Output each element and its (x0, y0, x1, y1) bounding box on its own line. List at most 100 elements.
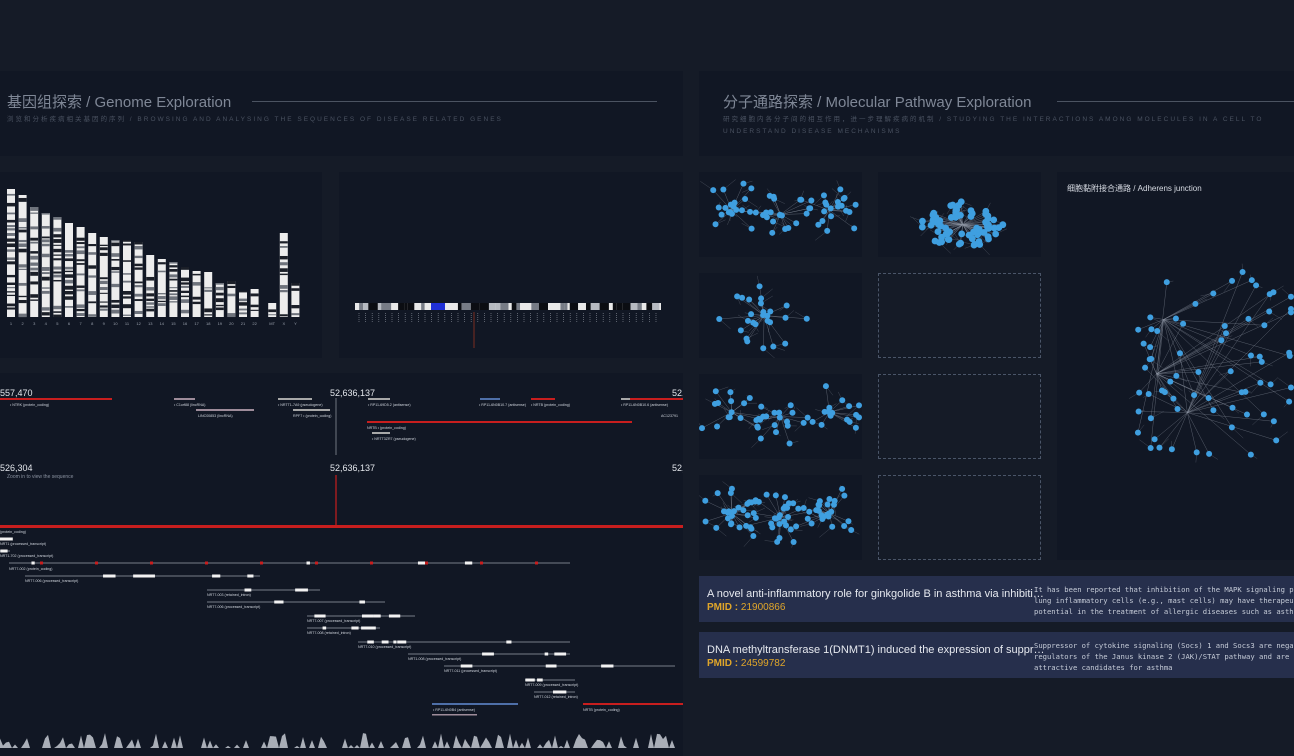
chromosome-band (134, 242, 143, 245)
chromosome-band (111, 304, 120, 309)
publication-title[interactable]: A novel anti-inflammatory role for ginkg… (707, 588, 1047, 600)
transcript-label[interactable]: • RP11-6N0B4 (antisense) (433, 708, 475, 712)
pathway-node (724, 509, 731, 516)
pathway-node (781, 494, 788, 501)
pathway-node (757, 435, 764, 442)
transcript-label[interactable]: NRT1-702 (processed_transcript) (0, 554, 54, 558)
pathway-network-card[interactable] (699, 475, 862, 560)
pathway-node (712, 221, 719, 228)
exon (425, 561, 428, 565)
transcript-label[interactable]: NRT7-006 (processed_transcript) (207, 605, 261, 609)
exon (1, 549, 8, 553)
pathway-node (1221, 322, 1228, 329)
pathway-network-card[interactable] (699, 172, 862, 257)
chromosome (88, 233, 97, 317)
track-label[interactable]: AC123791 (661, 414, 678, 418)
chromosome-band-ideogram[interactable] (339, 172, 683, 358)
transcript-label[interactable]: NRT7-010 (processed_transcript) (358, 645, 412, 649)
chromosome-band (7, 286, 15, 289)
chromosome-band (227, 313, 236, 318)
pathway-node (747, 208, 754, 215)
chromosome-band (146, 302, 155, 305)
chromosome-band (76, 289, 85, 292)
pathway-node (758, 295, 765, 302)
pathway-edge (701, 412, 732, 429)
transcript-label[interactable]: NRT1-008 (processed_transcript) (408, 657, 462, 661)
chromosome-band (18, 243, 27, 247)
transcript-label[interactable]: NRT7-007 (processed_transcript) (307, 619, 361, 623)
pathway-node (716, 315, 723, 322)
exon (322, 626, 327, 630)
pathway-node (1180, 320, 1187, 327)
publication-pmid[interactable]: PMID : 24599782 (707, 658, 786, 669)
pathway-network-card[interactable] (878, 172, 1041, 257)
publication-pmid[interactable]: PMID : 21900866 (707, 602, 786, 613)
pathway-node (782, 314, 789, 321)
track-label[interactable]: • C1orf88 (lincRNA) (174, 403, 206, 407)
pathway-network-card[interactable] (699, 273, 862, 358)
pathway-node (1156, 444, 1163, 451)
pathway-network-card[interactable] (699, 374, 862, 459)
pathway-edge (731, 412, 764, 417)
chromosome-band (53, 227, 62, 232)
chromosome-label: 10 (113, 321, 118, 326)
publication-row[interactable]: DNA methyltransferase 1(DNMT1) induced t… (699, 632, 1294, 678)
exon (554, 652, 567, 656)
empty-pathway-slot[interactable] (878, 374, 1041, 459)
transcript-label[interactable]: NRT1 (processed_transcript) (0, 542, 47, 546)
transcript-label[interactable]: NRT7-009 (processed_transcript) (525, 683, 579, 687)
chromosome-band (53, 271, 62, 274)
pathway-node (856, 414, 862, 421)
pathway-node (942, 230, 950, 238)
pathway-edge (1150, 319, 1164, 449)
chromosome-label: 16 (183, 321, 188, 326)
empty-pathway-slot[interactable] (878, 273, 1041, 358)
publication-row[interactable]: A novel anti-inflammatory role for ginkg… (699, 576, 1294, 622)
chromosome-band (181, 285, 189, 288)
transcript-label[interactable]: NRT7-008 (retained_intron) (307, 631, 351, 635)
pathway-edge (1187, 333, 1227, 413)
karyotype-ideogram[interactable]: 1 2 3 4 5 6 7 8 9 10 11 12 13 14 15 16 17 18 19 20 21 22 MT X Y (0, 172, 322, 358)
track-label[interactable]: • NRTT3ZR7 (pseudogene) (372, 437, 416, 441)
pathway-edge (1171, 412, 1188, 450)
gene-track-canvas[interactable] (0, 373, 683, 756)
track-label[interactable]: • NRTB (protein_coding) (531, 403, 570, 407)
chromosome-band (157, 303, 166, 306)
track-label[interactable]: • RP11-6N0B10.7 (antisense) (479, 403, 526, 407)
pathway-edge (962, 222, 986, 225)
pathway-edge (1187, 371, 1231, 413)
chromosome-band (65, 266, 73, 270)
transcript-label[interactable]: NRT7-002 (protein_coding) (9, 567, 53, 571)
track-label[interactable]: LINC00853 (lincRNA) (198, 414, 233, 418)
transcript-label[interactable]: NRT7-003 (retained_intron) (207, 593, 251, 597)
chromosome-band (181, 309, 189, 314)
track-label[interactable]: • RP11-6N0B10.6 (antisense) (621, 403, 668, 407)
pathway-node (1273, 437, 1280, 444)
transcript-label[interactable]: NRTB (protein_coding) (583, 708, 620, 712)
pathway-node (752, 497, 759, 504)
pathway-node (1142, 364, 1149, 371)
pathway-edge (1156, 312, 1292, 374)
track-label[interactable]: • NRTT1-7A9 (pseudogene) (278, 403, 323, 407)
gene-segment (480, 398, 500, 400)
track-label[interactable]: • NTRK (protein_coding) (10, 403, 50, 407)
track-label[interactable]: NRTB • (protein_coding) (367, 426, 406, 430)
pathway-node (1267, 381, 1274, 388)
chromosome-band (215, 298, 224, 303)
transcript-label[interactable]: NRT7-012 (retained_intron) (534, 695, 578, 699)
exon (315, 561, 318, 565)
publication-title[interactable]: DNA methyltransferase 1(DNMT1) induced t… (707, 644, 1047, 656)
chromosome-band (30, 294, 39, 298)
track-label[interactable]: • RP11-69D5.2 (antisense) (368, 403, 411, 407)
band (652, 303, 660, 310)
track-label[interactable]: RPF7 • (protein_coding) (293, 414, 332, 418)
band (569, 303, 579, 310)
transcript-label[interactable]: (protein_coding) (0, 530, 26, 534)
empty-pathway-slot[interactable] (878, 475, 1041, 560)
transcript-label[interactable]: NRT7-011 (processed_transcript) (444, 669, 497, 673)
pathway-node (806, 508, 813, 515)
chromosome-band (291, 288, 300, 291)
chromosome-band (239, 298, 247, 302)
transcript-label[interactable]: NRT7-006 (processed_transcript) (25, 579, 79, 583)
pathway-detail-panel[interactable]: 细胞黏附接合通路 / Adherens junction (1057, 172, 1294, 560)
